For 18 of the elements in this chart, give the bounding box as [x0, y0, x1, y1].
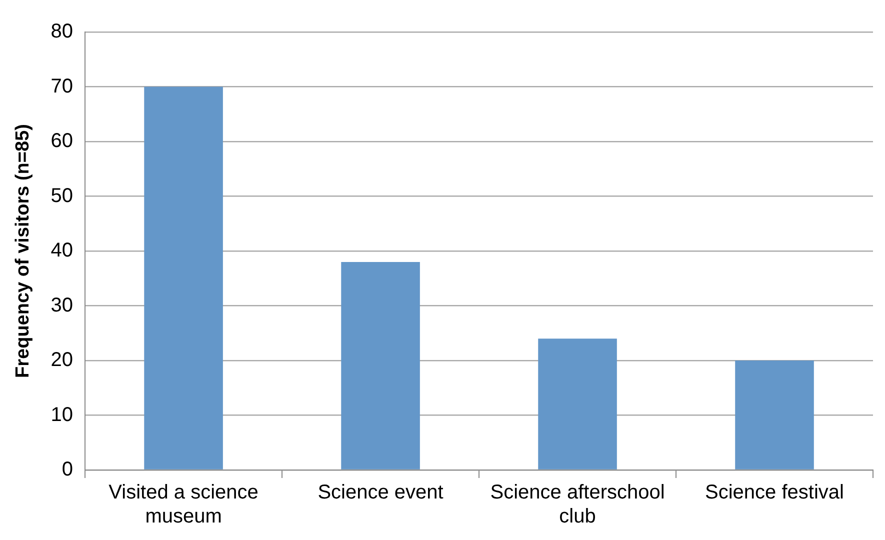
bar	[341, 262, 420, 470]
bar	[735, 360, 814, 470]
bar	[538, 338, 617, 470]
x-tick-label: Science festival	[705, 482, 844, 504]
x-tick-label: Visited a science museum	[108, 482, 258, 528]
x-tick-label: Science afterschool club	[490, 482, 665, 528]
y-tick-label: 30	[50, 294, 74, 316]
x-tick-label: Science event	[318, 482, 444, 504]
y-tick-label: 80	[50, 20, 74, 43]
y-tick-label: 10	[50, 404, 74, 426]
y-tick-label: 40	[50, 240, 74, 262]
y-tick-label: 50	[50, 184, 74, 207]
y-axis-title: Frequency of visitors (n=85)	[12, 124, 34, 378]
y-tick-label: 60	[50, 130, 74, 152]
bar	[144, 86, 223, 470]
y-tick-label: 0	[62, 458, 74, 481]
y-tick-label: 70	[50, 75, 74, 98]
y-tick-label: 20	[50, 349, 74, 372]
